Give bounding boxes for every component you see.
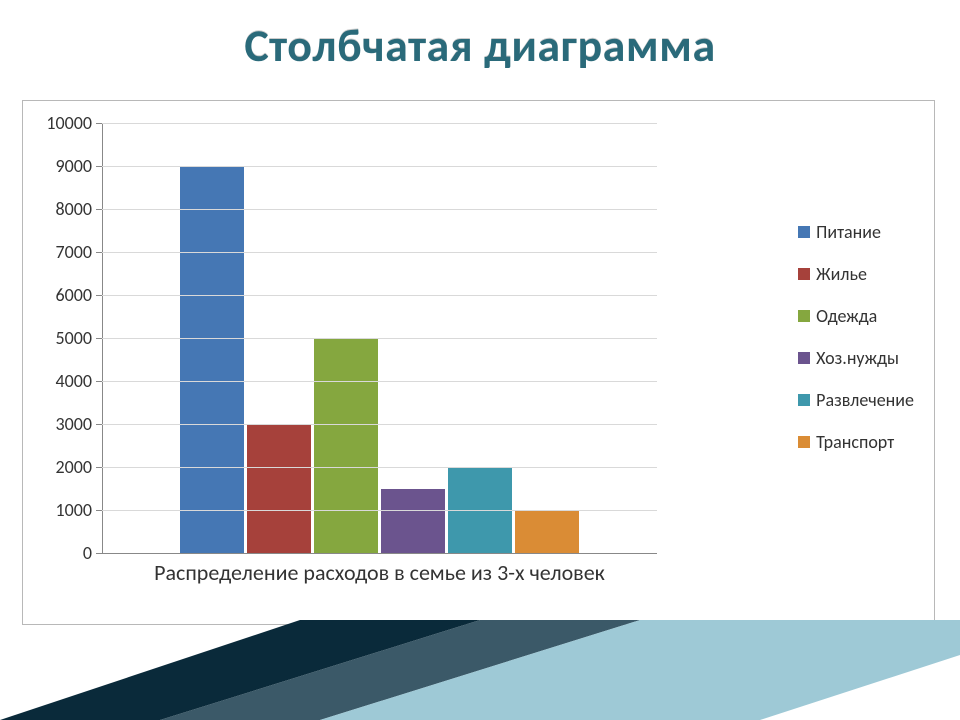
y-tick bbox=[96, 510, 102, 511]
y-tick bbox=[96, 467, 102, 468]
legend: Питание Жилье Одежда Хоз.нужды Развлечение Тр… bbox=[798, 221, 914, 473]
y-tick bbox=[96, 166, 102, 167]
legend-item: Жилье bbox=[798, 263, 914, 285]
grid-line bbox=[102, 553, 657, 554]
legend-label: Одежда bbox=[816, 305, 877, 327]
grid-line bbox=[102, 209, 657, 210]
bar bbox=[314, 338, 378, 553]
y-tick bbox=[96, 381, 102, 382]
y-tick bbox=[96, 252, 102, 253]
plot-area: 0100020003000400050006000700080009000100… bbox=[102, 123, 657, 553]
bar bbox=[180, 166, 244, 553]
bar bbox=[381, 489, 445, 554]
y-tick bbox=[96, 123, 102, 124]
legend-label: Транспорт bbox=[816, 431, 894, 453]
legend-item: Развлечение bbox=[798, 389, 914, 411]
y-tick-label: 6000 bbox=[56, 284, 93, 306]
legend-item: Транспорт bbox=[798, 431, 914, 453]
legend-swatch bbox=[798, 268, 810, 280]
y-tick-label: 3000 bbox=[56, 413, 93, 435]
y-tick-label: 8000 bbox=[56, 198, 93, 220]
grid-line bbox=[102, 381, 657, 382]
grid-line bbox=[102, 424, 657, 425]
legend-item: Хоз.нужды bbox=[798, 347, 914, 369]
decor-stripe bbox=[0, 620, 480, 720]
y-tick-label: 10000 bbox=[46, 112, 92, 134]
y-tick-label: 7000 bbox=[56, 241, 93, 263]
y-tick-label: 4000 bbox=[56, 370, 93, 392]
grid-line bbox=[102, 295, 657, 296]
y-tick bbox=[96, 209, 102, 210]
bar-chart: 0 1000 2000 3000 4000 5000 6000 7000 8000 9000 100… bbox=[22, 100, 935, 625]
footer-decor bbox=[0, 620, 960, 720]
legend-item: Одежда bbox=[798, 305, 914, 327]
legend-swatch bbox=[798, 394, 810, 406]
y-tick-label: 2000 bbox=[56, 456, 93, 478]
y-tick-label: 9000 bbox=[56, 155, 93, 177]
legend-swatch bbox=[798, 310, 810, 322]
legend-swatch bbox=[798, 226, 810, 238]
legend-item: Питание bbox=[798, 221, 914, 243]
grid-line bbox=[102, 166, 657, 167]
decor-stripe bbox=[320, 620, 960, 720]
y-tick bbox=[96, 553, 102, 554]
grid-line bbox=[102, 467, 657, 468]
y-tick bbox=[96, 424, 102, 425]
y-tick-label: 1000 bbox=[56, 499, 93, 521]
grid-line bbox=[102, 510, 657, 511]
legend-label: Питание bbox=[816, 221, 881, 243]
y-tick bbox=[96, 338, 102, 339]
page-title: Столбчатая диаграмма bbox=[0, 18, 960, 74]
grid-line bbox=[102, 252, 657, 253]
y-tick-label: 0 bbox=[83, 542, 92, 564]
x-axis-caption: Распределение расходов в семье из 3-х че… bbox=[102, 559, 657, 586]
grid-line bbox=[102, 123, 657, 124]
bar bbox=[515, 510, 579, 553]
legend-label: Хоз.нужды bbox=[816, 347, 899, 369]
grid-line bbox=[102, 338, 657, 339]
legend-swatch bbox=[798, 352, 810, 364]
legend-label: Развлечение bbox=[816, 389, 914, 411]
legend-swatch bbox=[798, 436, 810, 448]
y-tick-label: 5000 bbox=[56, 327, 93, 349]
bar bbox=[247, 424, 311, 553]
legend-label: Жилье bbox=[816, 263, 867, 285]
decor-stripe bbox=[160, 620, 640, 720]
y-tick bbox=[96, 295, 102, 296]
